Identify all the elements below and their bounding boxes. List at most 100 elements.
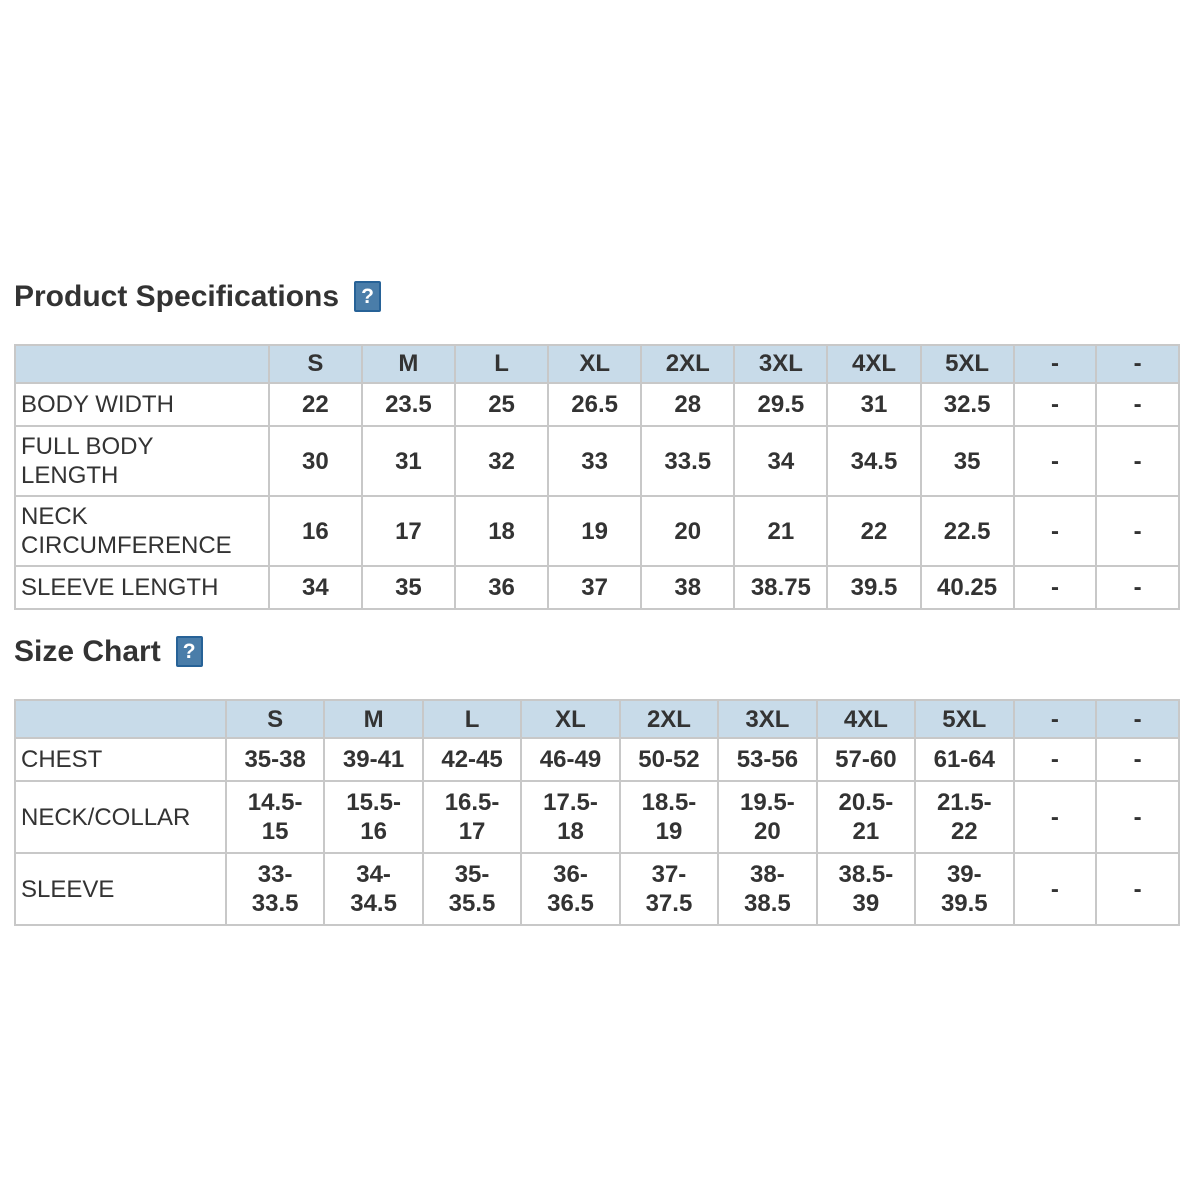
value-cell: 34 xyxy=(733,425,829,498)
value-cell: - xyxy=(1012,565,1098,611)
value-cell: 38 xyxy=(640,565,736,611)
product-specifications-table: S M L XL 2XL 3XL 4XL 5XL - - BODY WIDTH 22 23.5 25 26.… xyxy=(14,344,1180,611)
value-cell: 34.5 xyxy=(826,425,922,498)
value-cell: 32.5 xyxy=(919,381,1015,428)
value-cell: 36-36.5 xyxy=(520,852,621,927)
row-label: BODY WIDTH xyxy=(14,381,270,428)
value-cell: 33 xyxy=(547,425,643,498)
value-cell: 22.5 xyxy=(919,495,1015,568)
value-cell: 57-60 xyxy=(815,737,917,783)
value-cell: 38-38.5 xyxy=(717,852,818,927)
row-label: CHEST xyxy=(14,737,227,783)
value-cell: - xyxy=(1012,780,1098,855)
row-label: FULL BODY LENGTH xyxy=(14,425,270,498)
value-cell: - xyxy=(1095,495,1180,568)
header-row: S M L XL 2XL 3XL 4XL 5XL - - xyxy=(14,699,1180,740)
value-cell: 20.5-21 xyxy=(815,780,917,855)
column-header-2xl: 2XL xyxy=(640,344,736,384)
value-cell: - xyxy=(1012,425,1098,498)
table-row: BODY WIDTH 22 23.5 25 26.5 28 29.5 31 32.5- - xyxy=(14,381,1180,428)
column-header-empty: - xyxy=(1095,344,1180,384)
value-cell: 26.5 xyxy=(547,381,643,428)
help-icon[interactable]: ? xyxy=(175,636,203,668)
column-header-3xl: 3XL xyxy=(733,344,829,384)
table-row: NECK/COLLAR 14.5-15 15.5-16 16.5-17 17.5-18 1… xyxy=(14,780,1180,855)
header-row: S M L XL 2XL 3XL 4XL 5XL - - xyxy=(14,344,1180,384)
value-cell: - xyxy=(1095,852,1180,927)
column-header-2xl: 2XL xyxy=(618,699,720,740)
value-cell: 36 xyxy=(453,565,550,611)
value-cell: 42-45 xyxy=(421,737,523,783)
value-cell: - xyxy=(1012,495,1098,568)
value-cell: 37 xyxy=(547,565,643,611)
value-cell: 35 xyxy=(360,565,456,611)
value-cell: 29.5 xyxy=(733,381,829,428)
value-cell: 35 xyxy=(919,425,1015,498)
help-icon[interactable]: ? xyxy=(354,281,382,312)
row-label: SLEEVE LENGTH xyxy=(14,565,270,611)
column-header-xl: XL xyxy=(520,699,621,740)
column-header-empty: - xyxy=(1095,699,1180,740)
value-cell: 17.5-18 xyxy=(520,780,621,855)
value-cell: - xyxy=(1095,381,1180,428)
column-header-4xl: 4XL xyxy=(815,699,917,740)
table-row: SLEEVE LENGTH 34 35 36 37 38 38.75 39.5 40.25- - xyxy=(14,565,1180,611)
column-header-3xl: 3XL xyxy=(717,699,818,740)
value-cell: 50-52 xyxy=(618,737,720,783)
value-cell: 33-33.5 xyxy=(224,852,326,927)
value-cell: 16.5-17 xyxy=(421,780,523,855)
size-chart-title-text: Size Chart xyxy=(14,635,161,669)
value-cell: 38.75 xyxy=(733,565,829,611)
corner-cell xyxy=(14,699,227,740)
column-header-5xl: 5XL xyxy=(914,699,1015,740)
product-specifications-title-text: Product Specifications xyxy=(14,280,340,313)
table-row: SLEEVE 33-33.5 34-34.5 35-35.5 36-36.5 37-37.… xyxy=(14,852,1180,927)
value-cell: 22 xyxy=(826,495,922,568)
table-row: FULL BODY LENGTH 30 31 32 33 33.5 34 34.5 35- - xyxy=(14,425,1180,498)
value-cell: 17 xyxy=(360,495,456,568)
column-header-l: L xyxy=(453,344,550,384)
table-row: CHEST 35-38 39-41 42-45 46-49 50-52 53-56 57-60… xyxy=(14,737,1180,783)
value-cell: 61-64 xyxy=(914,737,1015,783)
value-cell: 46-49 xyxy=(520,737,621,783)
value-cell: 16 xyxy=(267,495,363,568)
value-cell: 21.5-22 xyxy=(914,780,1015,855)
corner-cell xyxy=(14,344,270,384)
column-header-5xl: 5XL xyxy=(919,344,1015,384)
value-cell: 37-37.5 xyxy=(618,852,720,927)
value-cell: 25 xyxy=(453,381,550,428)
column-header-empty: - xyxy=(1012,699,1098,740)
size-chart-title: Size Chart ? xyxy=(14,635,1180,669)
column-header-s: S xyxy=(267,344,363,384)
value-cell: 14.5-15 xyxy=(224,780,326,855)
value-cell: 23.5 xyxy=(360,381,456,428)
value-cell: 22 xyxy=(267,381,363,428)
value-cell: 20 xyxy=(640,495,736,568)
value-cell: 39-41 xyxy=(323,737,424,783)
value-cell: - xyxy=(1012,852,1098,927)
value-cell: 18.5-19 xyxy=(618,780,720,855)
value-cell: 39-39.5 xyxy=(914,852,1015,927)
value-cell: - xyxy=(1095,780,1180,855)
column-header-l: L xyxy=(421,699,523,740)
value-cell: 38.5-39 xyxy=(815,852,917,927)
value-cell: - xyxy=(1012,737,1098,783)
value-cell: - xyxy=(1012,381,1098,428)
value-cell: 53-56 xyxy=(717,737,818,783)
value-cell: 21 xyxy=(733,495,829,568)
value-cell: - xyxy=(1095,737,1180,783)
value-cell: 31 xyxy=(360,425,456,498)
value-cell: 19.5-20 xyxy=(717,780,818,855)
value-cell: 35-35.5 xyxy=(421,852,523,927)
value-cell: 30 xyxy=(267,425,363,498)
row-label: NECK/COLLAR xyxy=(14,780,227,855)
row-label: NECK CIRCUMFERENCE xyxy=(14,495,270,568)
table-row: NECK CIRCUMFERENCE 16 17 18 19 20 21 22 22.5- - xyxy=(14,495,1180,568)
column-header-4xl: 4XL xyxy=(826,344,922,384)
value-cell: 31 xyxy=(826,381,922,428)
column-header-s: S xyxy=(224,699,326,740)
value-cell: 34 xyxy=(267,565,363,611)
value-cell: 33.5 xyxy=(640,425,736,498)
value-cell: 15.5-16 xyxy=(323,780,424,855)
